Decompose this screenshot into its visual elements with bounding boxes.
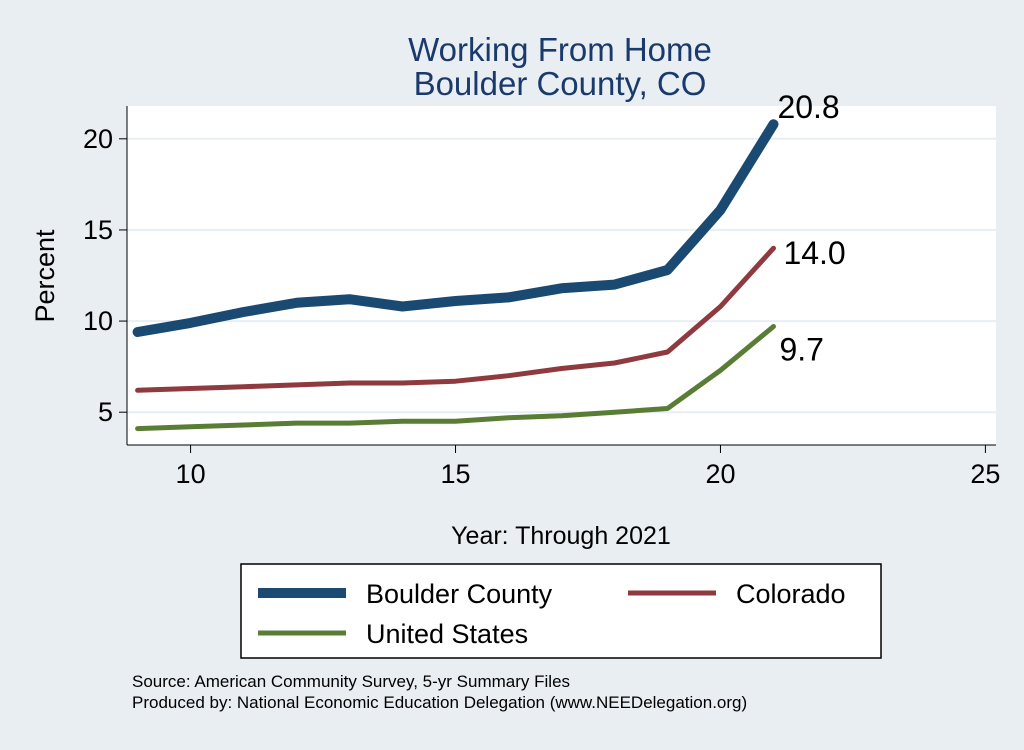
end-labels: 20.8 14.0 9.7 (777, 89, 845, 367)
x-axis-title: Year: Through 2021 (451, 522, 671, 550)
chart-title-line-2: Boulder County, CO (414, 65, 707, 102)
x-tick-label-25: 25 (970, 459, 1000, 489)
source-note: Source: American Community Survey, 5-yr … (132, 672, 570, 691)
plot-area (127, 106, 996, 445)
y-tick-label-20: 20 (83, 124, 113, 154)
y-tick-label-15: 15 (83, 215, 113, 245)
gridlines (127, 137, 996, 414)
series-line-colorado (135, 245, 776, 393)
legend-box (240, 563, 882, 659)
end-label-colorado: 14.0 (783, 235, 845, 271)
legend-label-united-states: United States (366, 619, 528, 649)
x-tick-label-15: 15 (441, 459, 471, 489)
series-line-boulder-county (132, 119, 779, 337)
y-axis-title: Percent (30, 229, 60, 323)
x-tick-label-10: 10 (176, 459, 206, 489)
end-label-boulder-county: 20.8 (777, 89, 839, 125)
legend: Boulder County Colorado United States (258, 579, 846, 649)
y-axis-ticks: 5 10 15 20 (83, 124, 127, 427)
x-axis-ticks: 10 15 20 25 (176, 445, 1000, 489)
series-line-united-states (135, 324, 776, 432)
series-lines (132, 119, 779, 432)
x-tick-label-20: 20 (705, 459, 735, 489)
y-tick-label-10: 10 (83, 306, 113, 336)
producer-note: Produced by: National Economic Education… (132, 693, 747, 712)
chart-title-line-1: Working From Home (408, 31, 712, 68)
legend-label-boulder-county: Boulder County (366, 579, 553, 609)
y-tick-label-5: 5 (98, 397, 113, 427)
legend-label-colorado: Colorado (736, 579, 846, 609)
end-label-united-states: 9.7 (779, 332, 823, 368)
